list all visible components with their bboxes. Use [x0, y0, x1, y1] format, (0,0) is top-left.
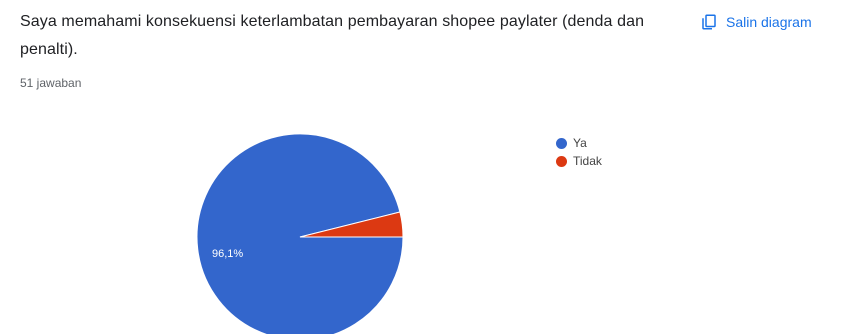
legend-item-tidak: Tidak [556, 152, 602, 170]
copy-chart-button[interactable]: Salin diagram [700, 8, 844, 36]
data-label-ya: 96,1% [212, 248, 243, 260]
pie-slice-tidak [299, 211, 404, 238]
legend-swatch [556, 155, 567, 167]
question-title: Saya memahami konsekuensi keterlambatan … [20, 13, 645, 58]
chart-legend: Ya Tidak [556, 134, 602, 170]
legend-swatch [556, 137, 567, 149]
pie-slice-ya [196, 133, 404, 334]
legend-label: Tidak [573, 154, 602, 168]
legend-label: Ya [573, 136, 587, 150]
copy-chart-label: Salin diagram [726, 14, 812, 30]
response-count: 51 jawaban [20, 76, 82, 90]
copy-icon [700, 13, 718, 31]
legend-item-ya: Ya [556, 134, 602, 152]
